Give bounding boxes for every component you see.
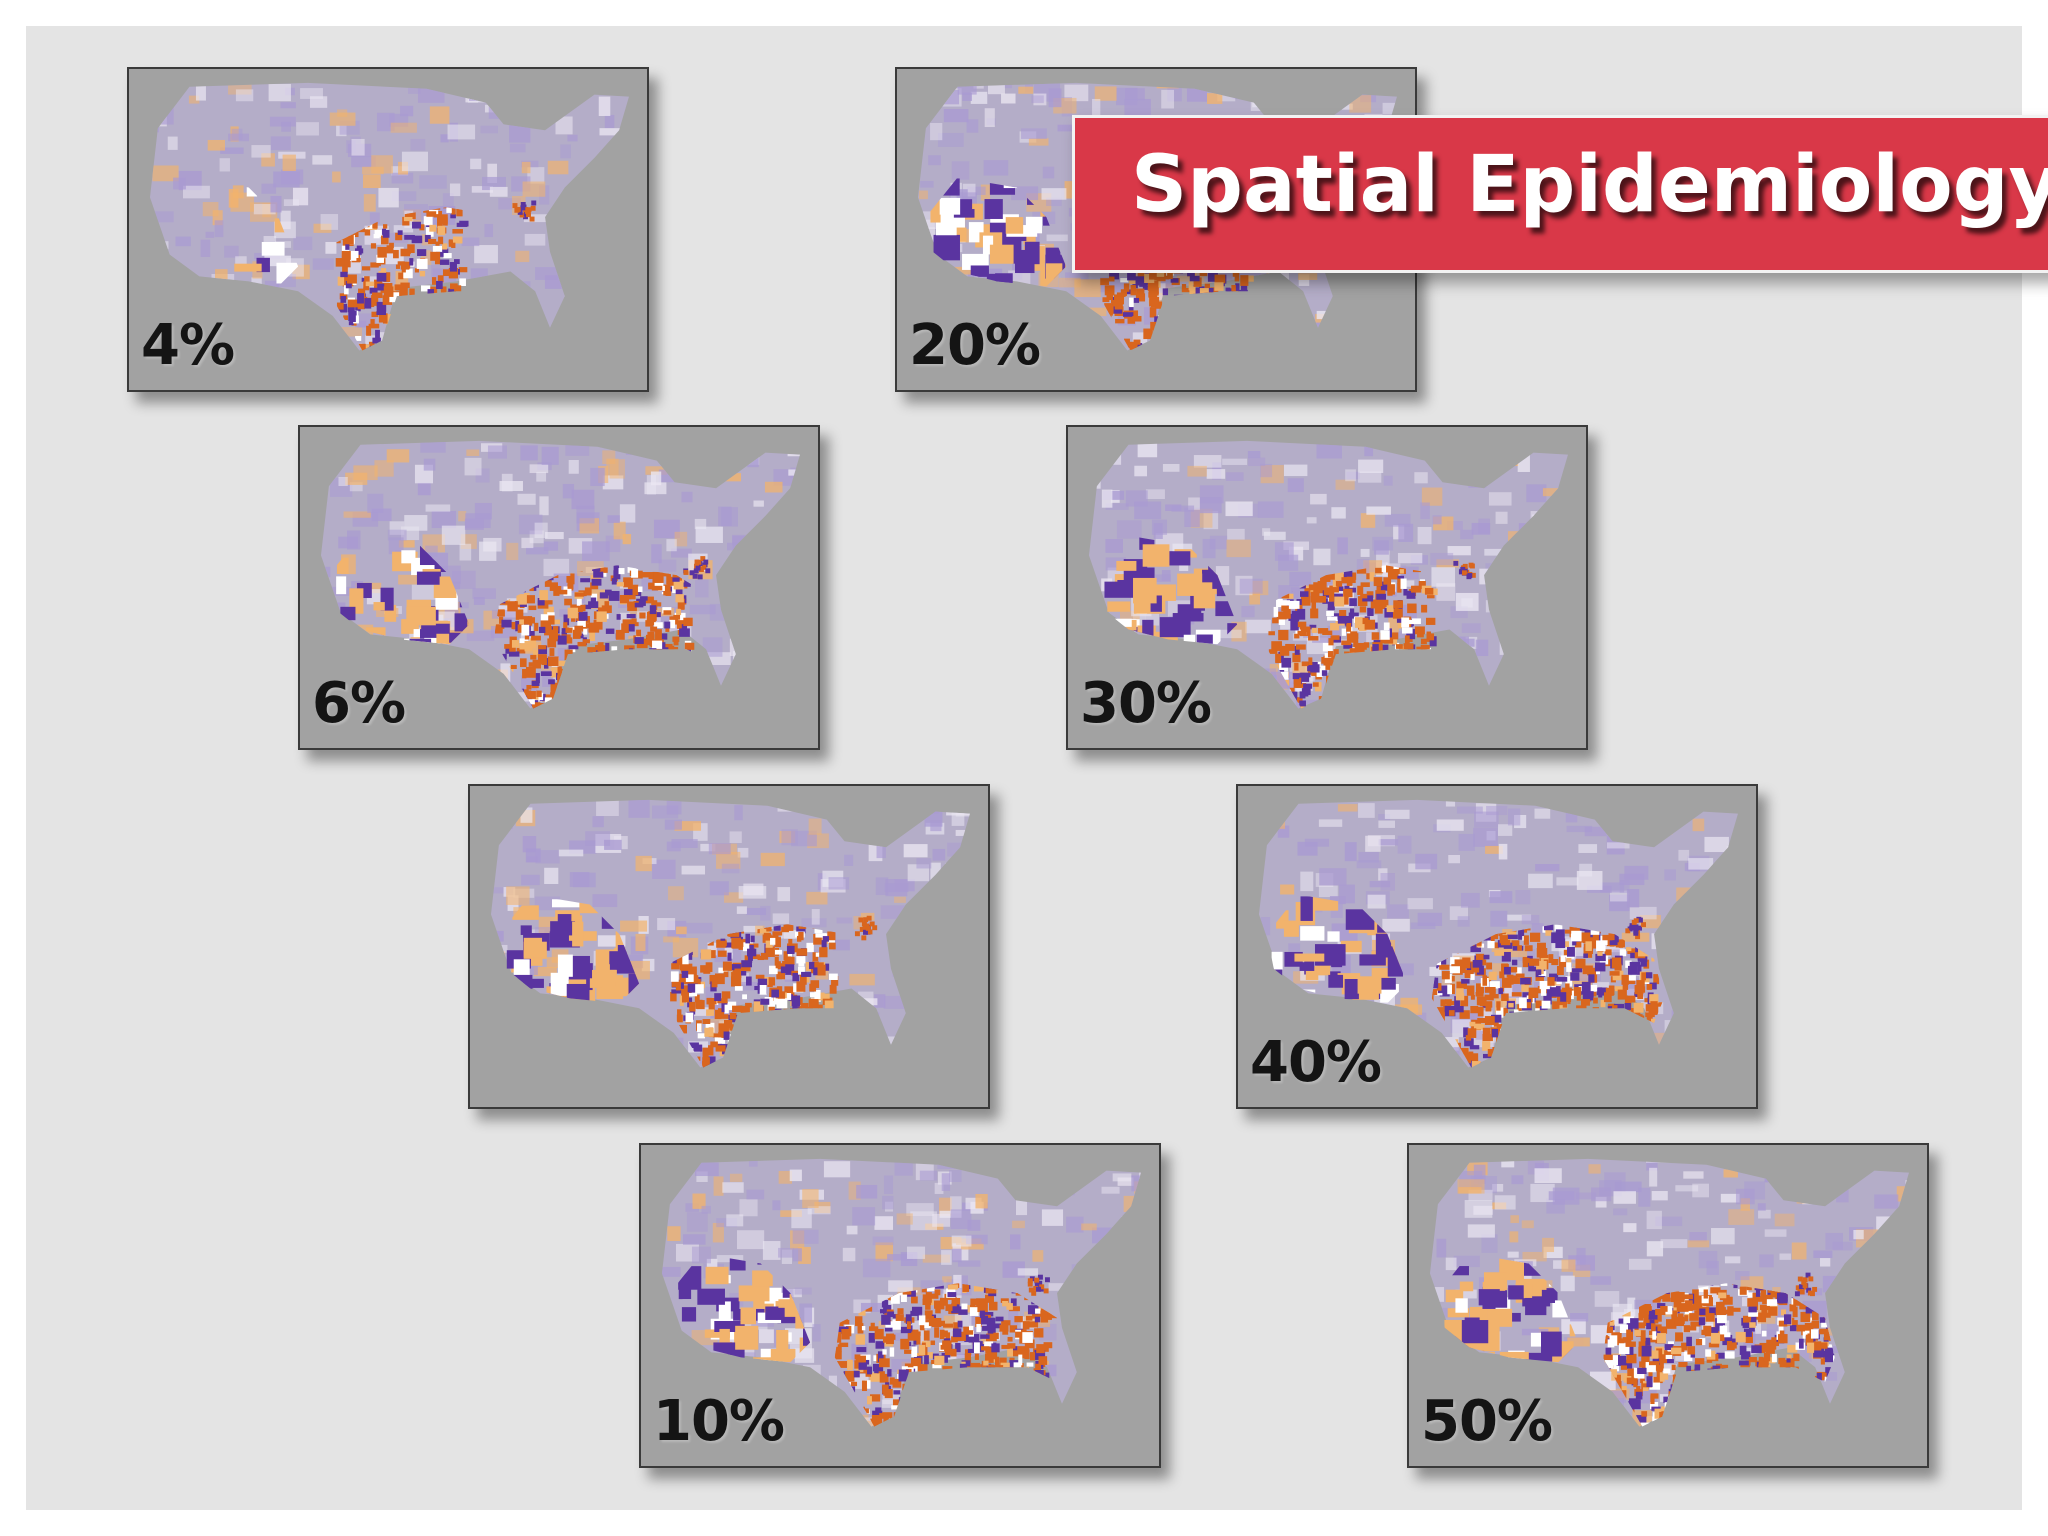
map-panel-unlabeled [468, 784, 990, 1109]
percentage-label: 6% [312, 671, 406, 736]
slide-title: Spatial Epidemiology [1131, 140, 2048, 230]
us-outline [490, 799, 970, 1068]
slide: 4% 6% 10% 20% 30% 40% 50% [26, 26, 2022, 1510]
percentage-label: 10% [653, 1389, 785, 1454]
us-county-map [149, 82, 629, 351]
us-county-map [661, 1158, 1141, 1427]
percentage-label: 20% [909, 313, 1041, 378]
percentage-label: 50% [1421, 1389, 1553, 1454]
percentage-label: 4% [141, 313, 235, 378]
map-panel-40-percent: 40% [1236, 784, 1758, 1109]
percentage-label: 40% [1250, 1030, 1382, 1095]
percentage-label: 30% [1080, 671, 1212, 736]
us-county-map [1429, 1158, 1909, 1427]
title-banner: Spatial Epidemiology [1072, 115, 2048, 273]
map-panel-10-percent: 10% [639, 1143, 1161, 1468]
us-county-map [320, 440, 800, 709]
us-county-map [490, 799, 970, 1068]
map-panel-50-percent: 50% [1407, 1143, 1929, 1468]
us-county-map [1088, 440, 1568, 709]
map-panel-30-percent: 30% [1066, 425, 1588, 750]
us-county-map [1258, 799, 1738, 1068]
map-panel-6-percent: 6% [298, 425, 820, 750]
map-panel-4-percent: 4% [127, 67, 649, 392]
